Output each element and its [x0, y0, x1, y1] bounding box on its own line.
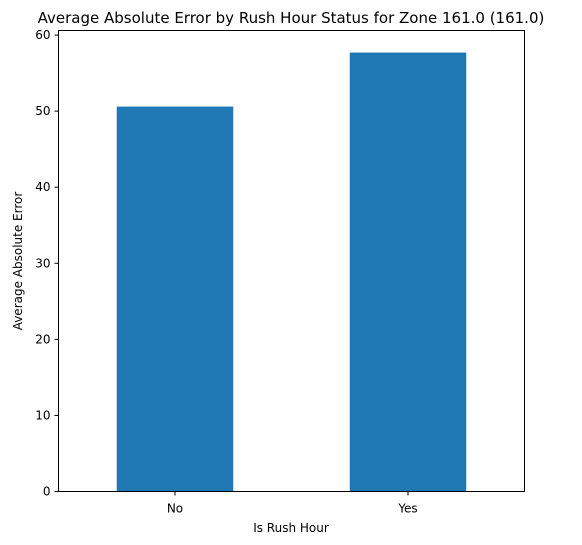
y-tick-label: 60	[35, 28, 50, 42]
plot-frame	[58, 30, 525, 492]
y-tick-label: 10	[35, 408, 50, 422]
y-tick-label: 40	[35, 180, 50, 194]
y-tick-label: 50	[35, 104, 50, 118]
bar-yes	[349, 52, 467, 492]
bar-no	[116, 106, 234, 492]
bars-group	[116, 52, 467, 492]
x-tick-label: No	[167, 502, 183, 516]
x-tick-label: Yes	[397, 502, 417, 516]
y-tick-label: 0	[43, 485, 51, 499]
x-axis-label: Is Rush Hour	[253, 521, 329, 535]
chart-title: Average Absolute Error by Rush Hour Stat…	[38, 9, 545, 27]
y-tick-label: 30	[35, 256, 50, 270]
x-axis-ticks: No Yes	[167, 491, 418, 516]
y-tick-label: 20	[35, 332, 50, 346]
y-axis-label: Average Absolute Error	[11, 192, 25, 331]
y-axis-ticks: 0 10 20 30 40 50 60	[35, 28, 59, 499]
